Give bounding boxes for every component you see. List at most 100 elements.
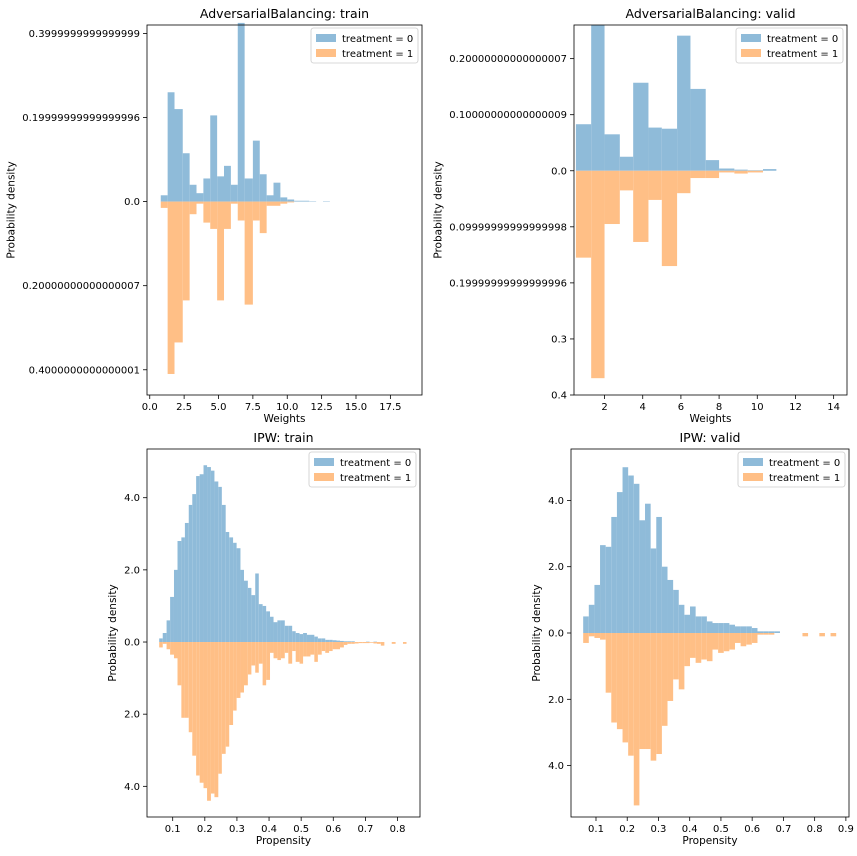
series-1 [159, 642, 407, 801]
series-1 [575, 170, 763, 379]
series-1 [160, 201, 295, 374]
histogram-bar [174, 109, 183, 202]
histogram-bar [684, 633, 691, 667]
legend-label: treatment = 0 [342, 34, 413, 45]
histogram-bar [251, 595, 256, 643]
histogram-bar [177, 541, 182, 643]
histogram-bar [303, 642, 307, 657]
histogram-bar [340, 640, 344, 643]
chart-0: 0.0 2.5 5.0 7.5 10.0 12.5 15.0 17.5 0.3999999999… [5, 6, 423, 425]
y-axis-label: Probability density [531, 584, 543, 681]
histogram-bar [746, 633, 752, 645]
histogram-bar [734, 169, 748, 171]
histogram-bar [273, 182, 281, 202]
histogram-bar [719, 168, 735, 171]
x-tick-label: 0.7 [775, 824, 791, 835]
histogram-bar [734, 626, 741, 633]
histogram-bar [329, 639, 333, 643]
histogram-bar [684, 614, 691, 633]
x-tick-label: 14 [827, 402, 840, 413]
x-tick-label: 0.1 [165, 824, 181, 835]
histogram-bar [240, 569, 244, 643]
histogram-bar [376, 642, 381, 644]
legend-swatch [743, 458, 763, 466]
x-tick-label: 8 [716, 402, 722, 413]
y-tick-label: 0.0 [124, 197, 140, 208]
histogram-bar [240, 642, 244, 693]
histogram-bar [218, 642, 222, 774]
histogram-bar [280, 197, 288, 202]
y-tick-label: 0.4000000000000001 [29, 365, 140, 376]
legend-label: treatment = 1 [767, 49, 838, 60]
y-tick-label: 4.0 [124, 493, 140, 504]
histogram-bar [188, 504, 193, 643]
histogram-bar [354, 642, 359, 644]
histogram-bar [167, 201, 175, 374]
histogram-bar [757, 631, 764, 633]
histogram-bar [258, 642, 263, 664]
histogram-bar [325, 639, 330, 643]
y-tick-label: 0.20000000000000007 [22, 281, 140, 292]
histogram-bar [214, 642, 219, 798]
histogram-bar [192, 642, 197, 756]
legend-box [308, 451, 417, 488]
histogram-bar [244, 642, 248, 686]
x-tick-label: 0.9 [838, 824, 854, 835]
x-tick-label: 0.1 [588, 824, 604, 835]
histogram-bar [218, 486, 222, 643]
histogram-bar [174, 201, 183, 343]
histogram-bar [255, 642, 259, 673]
histogram-bar [705, 160, 720, 171]
histogram-bar [233, 642, 237, 711]
histogram-bar [695, 633, 702, 663]
histogram-bar [583, 616, 589, 633]
histogram-bar [819, 633, 825, 637]
legend-swatch [314, 458, 334, 466]
histogram-bar [673, 589, 679, 633]
histogram-bar [718, 623, 724, 633]
y-tick-label: 2.0 [124, 710, 140, 721]
histogram-bar [207, 642, 211, 801]
x-tick-label: 0.8 [807, 824, 823, 835]
histogram-bar [230, 201, 238, 204]
histogram-bar [332, 642, 337, 650]
histogram-bar [656, 633, 662, 755]
histogram-bar [362, 642, 367, 644]
histogram-bar [196, 476, 200, 643]
histogram-bar [690, 170, 706, 179]
histogram-bar [729, 633, 735, 650]
x-axis-label: Propensity [682, 835, 737, 847]
histogram-bar [690, 633, 696, 658]
histogram-bar [292, 642, 296, 652]
x-tick-label: 2.5 [176, 402, 192, 413]
histogram-bar [633, 82, 649, 171]
histogram-bar [210, 115, 218, 202]
histogram-bar [340, 642, 344, 648]
histogram-bar [600, 545, 606, 633]
y-tick-label: 0.3 [551, 334, 567, 345]
histogram-bar [252, 140, 260, 202]
histogram-bar [181, 537, 185, 643]
histogram-bar [173, 569, 178, 643]
histogram-bar [321, 642, 326, 652]
legend-box [310, 27, 419, 64]
histogram-bar [170, 642, 174, 655]
histogram-bar [639, 520, 646, 633]
x-tick-label: 4 [640, 402, 646, 413]
y-tick-label: 0.0 [124, 638, 140, 649]
histogram-bar [299, 634, 304, 643]
histogram-bar [244, 201, 253, 305]
histogram-bar [746, 626, 752, 633]
histogram-bar [661, 170, 678, 267]
x-tick-label: 0.3 [229, 824, 245, 835]
histogram-bar [661, 566, 668, 633]
y-axis-label: Probability density [432, 161, 444, 258]
histogram-bar [611, 516, 617, 633]
histogram-bar [273, 201, 281, 206]
histogram-bar [677, 170, 691, 194]
y-axis-label: Probability density [107, 584, 119, 681]
histogram-bar [633, 170, 649, 242]
series-1 [583, 633, 837, 806]
histogram-bar [196, 201, 204, 204]
histogram-bar [233, 542, 237, 643]
